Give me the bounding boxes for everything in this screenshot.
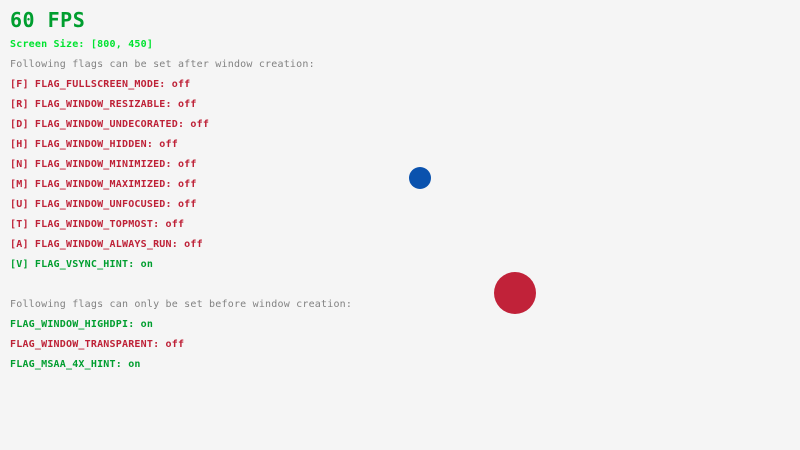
flag-window-undecorated: [D] FLAG_WINDOW_UNDECORATED: off [10,119,210,130]
red-ball [494,272,536,314]
flag-window-always-run: [A] FLAG_WINDOW_ALWAYS_RUN: off [10,239,203,250]
flag-window-hidden: [H] FLAG_WINDOW_HIDDEN: off [10,139,178,150]
flag-window-resizable: [R] FLAG_WINDOW_RESIZABLE: off [10,99,197,110]
flag-msaa-4x-hint: FLAG_MSAA_4X_HINT: on [10,359,141,370]
after-flags-heading: Following flags can be set after window … [10,59,315,70]
flag-fullscreen-mode: [F] FLAG_FULLSCREEN_MODE: off [10,79,191,90]
flag-window-topmost: [T] FLAG_WINDOW_TOPMOST: off [10,219,185,230]
blue-ball [409,167,431,189]
flag-window-transparent: FLAG_WINDOW_TRANSPARENT: off [10,339,185,350]
flag-vsync-hint: [V] FLAG_VSYNC_HINT: on [10,259,154,270]
fps-counter: 60 FPS [10,8,86,32]
flag-window-minimized: [N] FLAG_WINDOW_MINIMIZED: off [10,159,197,170]
flag-window-highdpi: FLAG_WINDOW_HIGHDPI: on [10,319,154,330]
before-flags-heading: Following flags can only be set before w… [10,299,353,310]
flag-window-maximized: [M] FLAG_WINDOW_MAXIMIZED: off [10,179,197,190]
flag-window-unfocused: [U] FLAG_WINDOW_UNFOCUSED: off [10,199,197,210]
screen-size-label: Screen Size: [800, 450] [10,39,154,50]
